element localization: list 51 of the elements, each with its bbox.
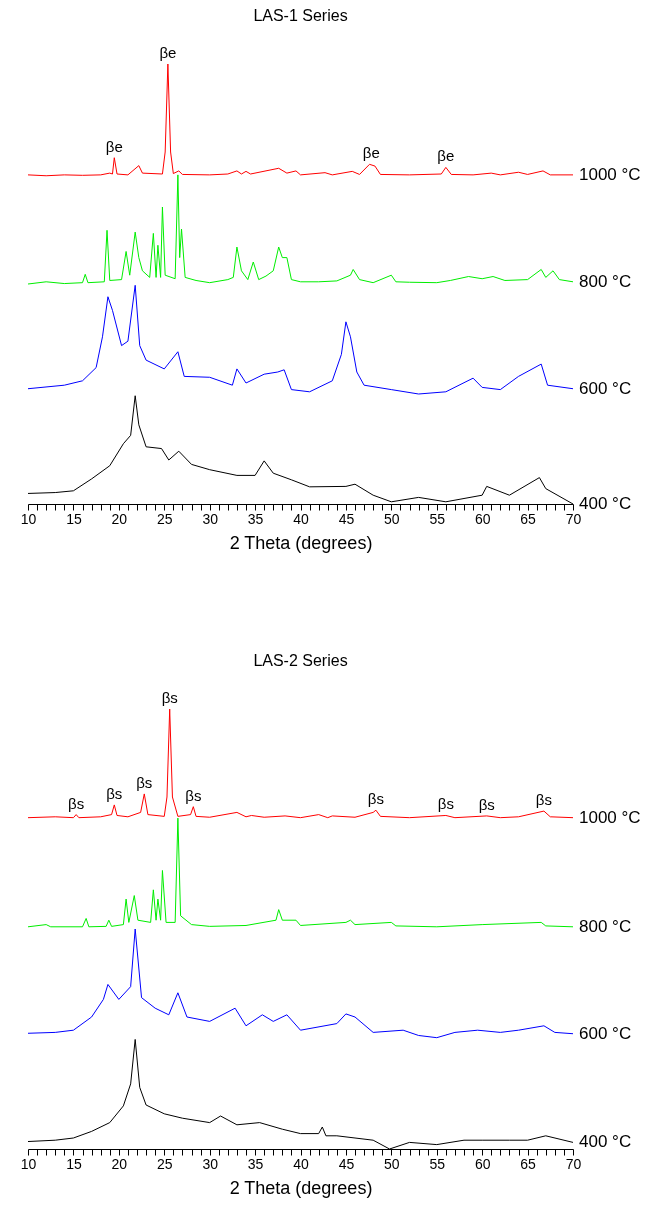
chart-title: LAS-1 Series: [253, 7, 348, 24]
series-label: 400 °C: [579, 1132, 632, 1152]
x-tick-label: 40: [293, 510, 309, 527]
x-tick-label: 10: [20, 1155, 37, 1172]
x-tick-label: 70: [565, 1155, 582, 1172]
annotation: βs: [106, 784, 123, 802]
annotation: βe: [159, 44, 177, 61]
x-tick-label: 55: [429, 510, 446, 527]
x-tick-label: 55: [429, 1155, 446, 1172]
series-label: 600 °C: [579, 1023, 632, 1043]
x-tick-label: 30: [202, 510, 219, 527]
x-tick-label: 15: [66, 510, 82, 527]
x-tick-label: 50: [384, 510, 400, 527]
x-tick-label: 30: [202, 1155, 219, 1172]
annotation: βs: [136, 773, 153, 791]
annotation: βe: [437, 147, 455, 165]
series-label: 1000 °C: [579, 164, 641, 184]
x-tick-label: 10: [20, 510, 37, 527]
series-label: 800 °C: [579, 271, 632, 291]
x-axis-title: 2 Theta (degrees): [229, 532, 373, 553]
annotation: βe: [362, 143, 380, 161]
x-tick-label: 15: [66, 1155, 82, 1172]
series-label: 600 °C: [579, 378, 632, 398]
chart-title: LAS-2 Series: [253, 652, 348, 669]
annotation: βs: [437, 795, 454, 813]
x-tick-label: 70: [565, 510, 582, 527]
x-tick-label: 65: [520, 510, 537, 527]
annotation: βs: [478, 795, 495, 813]
x-tick-label: 40: [293, 1155, 309, 1172]
x-tick-label: 20: [111, 1155, 128, 1172]
x-tick-label: 35: [247, 510, 264, 527]
x-tick-label: 35: [247, 1155, 264, 1172]
annotation: βs: [367, 790, 384, 808]
annotation: βs: [68, 794, 85, 812]
x-tick-label: 60: [474, 510, 491, 527]
series-label: 1000 °C: [579, 807, 641, 827]
x-tick-label: 60: [474, 1155, 491, 1172]
x-tick-label: 25: [156, 510, 173, 527]
x-tick-label: 45: [338, 510, 355, 527]
x-tick-label: 45: [338, 1155, 355, 1172]
annotation: βe: [105, 137, 123, 155]
x-tick-label: 50: [384, 1155, 400, 1172]
x-axis-title: 2 Theta (degrees): [229, 1177, 373, 1198]
x-tick-label: 25: [156, 1155, 173, 1172]
annotation: βs: [535, 791, 552, 809]
series-label: 800 °C: [579, 916, 632, 936]
x-tick-label: 20: [111, 510, 128, 527]
x-tick-label: 65: [520, 1155, 537, 1172]
annotation: βs: [161, 689, 178, 706]
series-label: 400 °C: [579, 494, 632, 513]
annotation: βs: [185, 786, 202, 804]
